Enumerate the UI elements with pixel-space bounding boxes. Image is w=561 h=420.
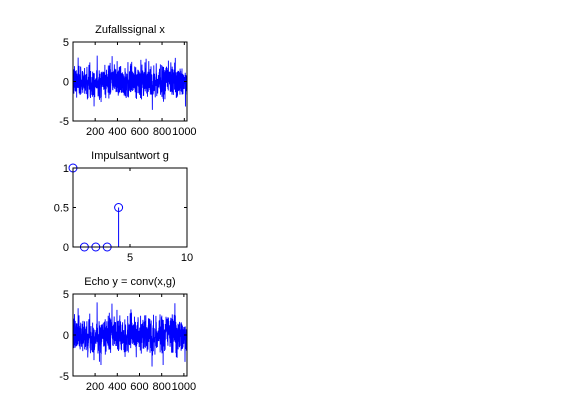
y-tick-label: 0 [63,77,69,89]
x-tick-label: 800 [153,381,171,393]
x-tick-label: 10 [181,252,193,264]
y-tick-label: 0 [63,242,69,254]
series-line [72,55,188,110]
x-tick-label: 400 [108,126,126,138]
x-tick-label: 600 [130,381,148,393]
y-tick-label: -5 [59,371,69,383]
subplot-2: Impulsantwort g 5 10 0 0.5 1 [54,150,193,264]
y-tick-label: 0.5 [54,203,69,215]
y-tick-label: 5 [63,289,69,301]
x-tick-label: 1000 [172,381,196,393]
chart-title: Echo y = conv(x,g) [84,276,175,288]
axes-box [72,167,188,248]
y-tick-label: -5 [59,116,69,128]
x-tick-label: 200 [86,381,104,393]
x-tick-label: 200 [86,126,104,138]
stem-marker [114,203,124,212]
chart-title: Zufallssignal x [95,24,165,36]
subplot-3: Echo y = conv(x,g) 200 400 600 800 1000 -5 0 5 [59,276,196,393]
x-tick-label: 600 [131,126,149,138]
y-tick-label: 1 [63,163,69,175]
x-tick-label: 5 [127,252,133,264]
y-tick-label: 5 [63,37,69,49]
x-tick-label: 800 [153,126,171,138]
chart-title: Impulsantwort g [91,150,169,162]
series-line [72,302,188,367]
y-tick-label: 0 [63,330,69,342]
subplot-1: Zufallssignal x 200 400 600 800 1000 -5 0 5 [59,24,196,138]
x-tick-label: 400 [108,381,126,393]
x-tick-label: 1000 [172,126,196,138]
